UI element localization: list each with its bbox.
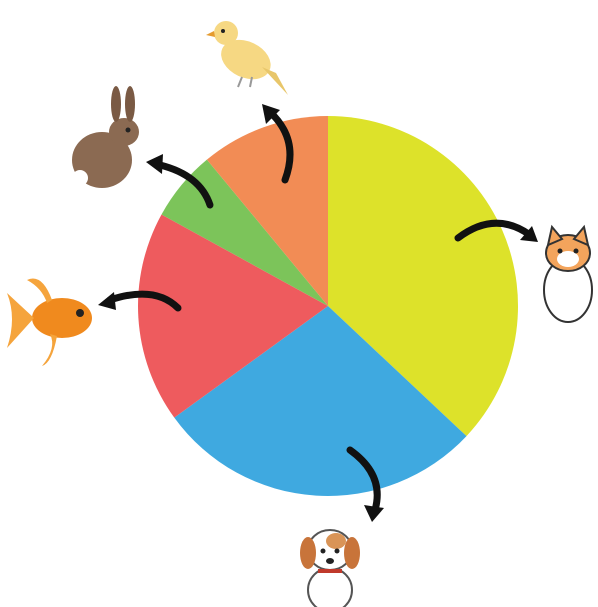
dog-icon [300,530,360,607]
arrow-head [98,292,116,310]
pie [138,116,518,496]
arrow-head [146,154,163,174]
chart [0,0,598,607]
fish-icon [7,279,92,366]
cat-icon [544,227,592,322]
page: {"chart_data": {"type": "pie", "values":… [0,0,598,607]
rabbit-icon [72,86,139,188]
arrow-head [364,505,384,522]
bird-icon [206,21,288,95]
